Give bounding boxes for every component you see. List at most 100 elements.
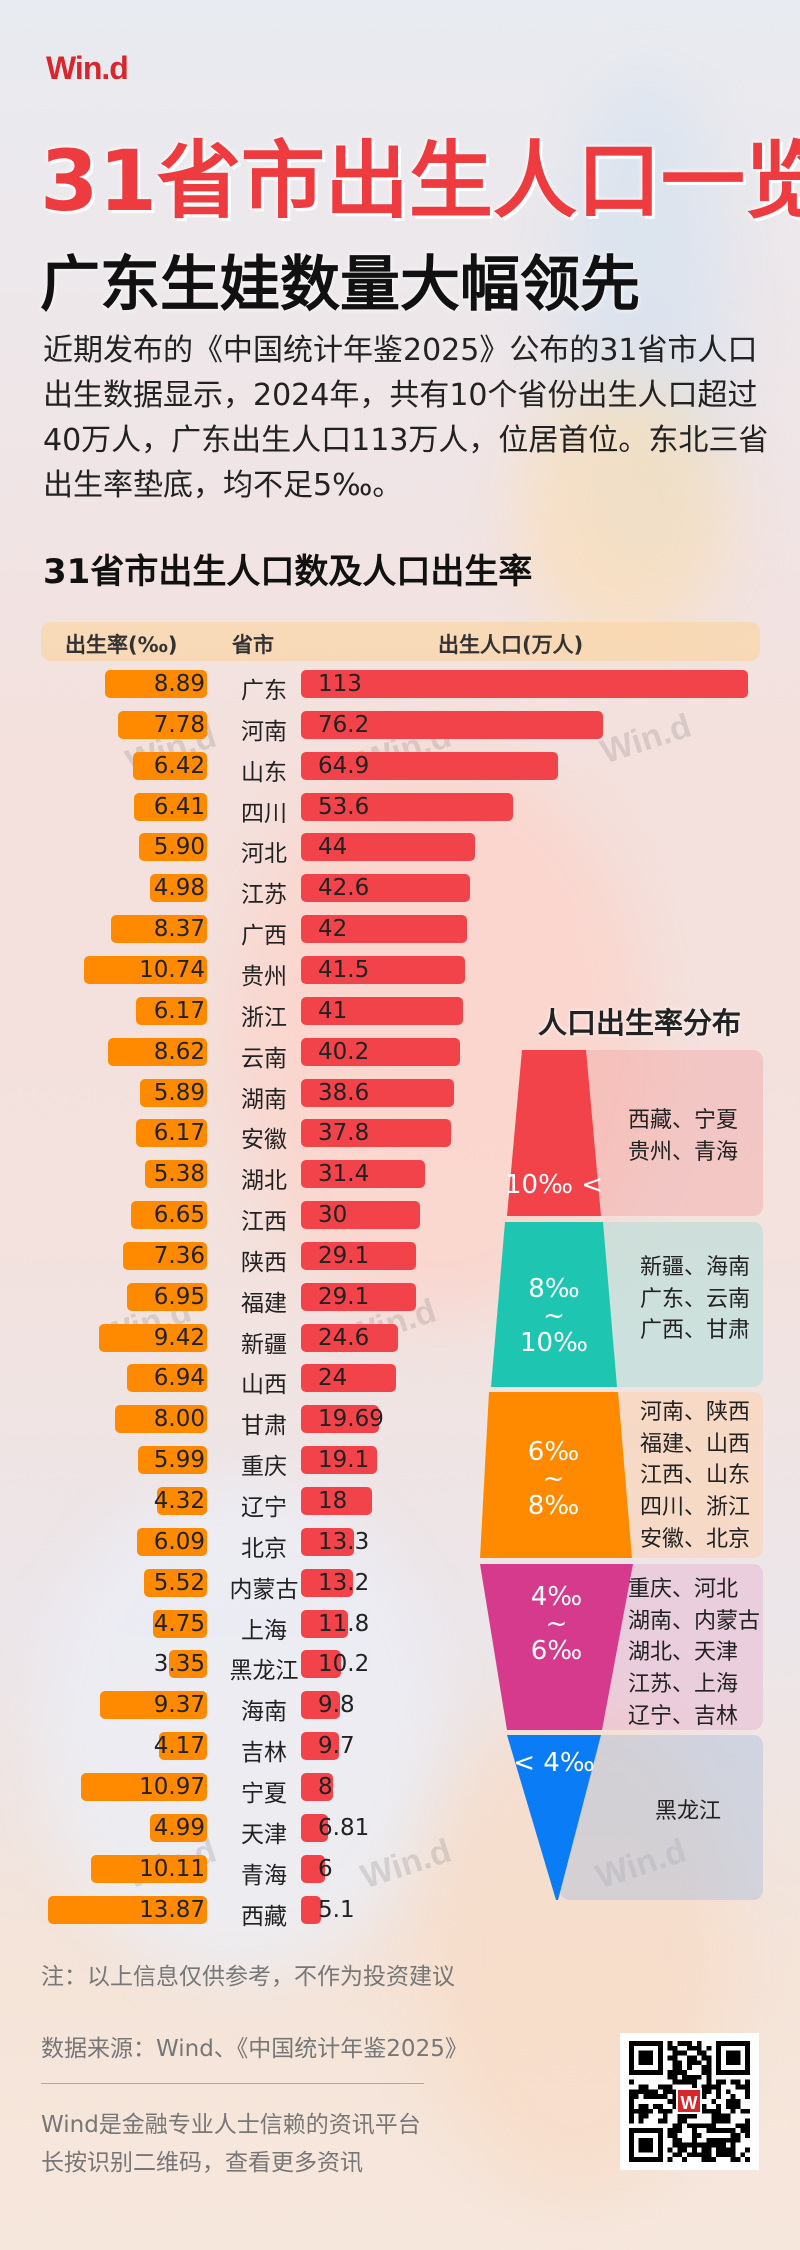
rate-value: 13.87 bbox=[139, 1896, 205, 1923]
rate-value: 10.11 bbox=[139, 1855, 205, 1882]
province-list-line: 湖北、天津 bbox=[628, 1640, 739, 1666]
births-bar bbox=[301, 1282, 417, 1311]
rate-bar bbox=[133, 792, 207, 821]
province-name: 上海 bbox=[241, 1617, 287, 1644]
births-value: 53.6 bbox=[318, 793, 370, 820]
births-value: 8 bbox=[318, 1773, 333, 1800]
table-header: 出生率(‰) 省市 出生人口(万人) bbox=[41, 622, 760, 661]
province-name: 陕西 bbox=[241, 1249, 287, 1276]
table-row: 6.17 浙江 41 bbox=[0, 996, 800, 1031]
rate-bar bbox=[136, 1119, 207, 1148]
births-bar bbox=[301, 1487, 373, 1515]
rate-value: 5.99 bbox=[153, 1447, 205, 1474]
province-list-line: 贵州、青海 bbox=[628, 1139, 739, 1165]
rate-value: 10.74 bbox=[139, 956, 205, 983]
table-row: 6.09 北京 13.3 bbox=[0, 1527, 800, 1562]
funnel-band bbox=[480, 1564, 633, 1730]
province-list-line: 重庆、河北 bbox=[628, 1577, 739, 1602]
band-range-label: 4‰ ~6‰ bbox=[497, 1584, 617, 1665]
rate-value: 4.99 bbox=[153, 1814, 205, 1841]
province-name: 安徽 bbox=[241, 1127, 287, 1154]
births-value: 11.8 bbox=[318, 1610, 370, 1637]
province-name: 广西 bbox=[241, 923, 287, 950]
births-value: 40.2 bbox=[318, 1038, 370, 1065]
province-name: 宁夏 bbox=[241, 1780, 287, 1807]
births-value: 9.8 bbox=[318, 1692, 355, 1719]
table-row: 4.98 江苏 42.6 bbox=[0, 874, 800, 908]
province-name: 山西 bbox=[241, 1372, 287, 1399]
range-line: ~ bbox=[542, 1464, 565, 1494]
rate-bar bbox=[168, 1650, 207, 1679]
intro-line: 近期发布的《中国统计年鉴2025》公布的31省市人口 bbox=[43, 333, 758, 368]
wind-logo: Win.d bbox=[46, 50, 129, 86]
table-row: 9.37 海南 9.8 bbox=[0, 1691, 800, 1725]
rate-bar bbox=[99, 1323, 207, 1352]
births-bar bbox=[301, 1323, 399, 1352]
rate-value: 6.17 bbox=[153, 1120, 205, 1147]
table-row: 6.94 山西 24 bbox=[0, 1364, 800, 1398]
rate-bar bbox=[137, 1527, 207, 1556]
births-value: 10.2 bbox=[318, 1651, 370, 1678]
rate-bar bbox=[138, 1446, 207, 1475]
band-provinces: 西藏、宁夏 贵州、青海 bbox=[628, 1105, 738, 1168]
table-row: 8.00 甘肃 19.69 bbox=[0, 1405, 800, 1439]
births-bar bbox=[301, 1732, 340, 1761]
data-source: 数据来源：Wind、《中国统计年鉴2025》 bbox=[41, 2036, 468, 2062]
births-value: 19.1 bbox=[318, 1447, 370, 1474]
table-row: 5.89 湖南 38.6 bbox=[0, 1078, 800, 1113]
rate-bar bbox=[139, 833, 207, 862]
births-value: 31.4 bbox=[318, 1161, 370, 1188]
province-name: 辽宁 bbox=[241, 1495, 287, 1521]
table-row: 10.97 宁夏 8 bbox=[0, 1772, 800, 1807]
range-line: ~ bbox=[543, 1301, 565, 1331]
rate-value: 7.36 bbox=[153, 1242, 205, 1269]
rate-value: 7.78 bbox=[153, 711, 205, 738]
range-line: 10‰ < bbox=[504, 1170, 604, 1200]
wind-qr-logo: W bbox=[676, 2088, 702, 2114]
rate-value: 5.90 bbox=[153, 834, 205, 861]
births-value: 24.6 bbox=[318, 1324, 370, 1351]
births-bar bbox=[301, 1691, 340, 1720]
province-name: 北京 bbox=[241, 1535, 287, 1562]
births-value: 44 bbox=[318, 834, 348, 861]
rate-bar bbox=[143, 1568, 207, 1597]
range-line: ~ bbox=[545, 1609, 568, 1639]
rate-bar bbox=[115, 1405, 207, 1434]
rate-value: 6.41 bbox=[153, 793, 205, 820]
province-name: 广东 bbox=[241, 678, 287, 704]
rate-value: 4.98 bbox=[153, 875, 205, 902]
births-value: 38.6 bbox=[318, 1079, 370, 1106]
births-bar bbox=[301, 1895, 322, 1924]
births-value: 6 bbox=[318, 1855, 333, 1882]
table-row: 10.11 青海 6 bbox=[0, 1854, 800, 1889]
rate-value: 10.97 bbox=[139, 1773, 205, 1800]
rate-bar bbox=[139, 1078, 207, 1107]
range-line: < 4‰ bbox=[513, 1748, 595, 1778]
province-name: 新疆 bbox=[241, 1331, 287, 1358]
band-provinces: 黑龙江 bbox=[655, 1796, 721, 1828]
births-bar bbox=[301, 670, 749, 698]
funnel-band bbox=[507, 1050, 601, 1216]
province-name: 湖北 bbox=[241, 1168, 287, 1195]
intro-line: 出生率垫底，均不足5‰。 bbox=[43, 468, 403, 503]
table-row: 6.41 四川 53.6 bbox=[0, 792, 800, 827]
births-bar bbox=[301, 833, 476, 862]
births-bar bbox=[301, 792, 514, 821]
births-bar bbox=[301, 996, 464, 1025]
rate-bar bbox=[133, 751, 207, 780]
qr-code[interactable]: W bbox=[620, 2033, 759, 2170]
rate-value: 8.89 bbox=[153, 671, 205, 697]
funnel-band bbox=[480, 1392, 632, 1558]
rate-value: 6.95 bbox=[153, 1283, 205, 1310]
rate-bar bbox=[159, 1732, 207, 1761]
province-list-line: 江西、山东 bbox=[640, 1463, 751, 1489]
births-bar bbox=[301, 1078, 454, 1107]
births-value: 42 bbox=[318, 916, 348, 943]
births-bar bbox=[301, 1405, 379, 1434]
table-row: 8.89 广东 113 bbox=[0, 670, 800, 704]
rate-bar bbox=[127, 1282, 207, 1311]
range-line: 4‰ bbox=[530, 1582, 583, 1612]
births-value: 113 bbox=[318, 671, 362, 697]
births-bar bbox=[301, 955, 466, 984]
intro-line: 出生数据显示，2024年，共有10个省份出生人口超过 bbox=[43, 378, 758, 413]
